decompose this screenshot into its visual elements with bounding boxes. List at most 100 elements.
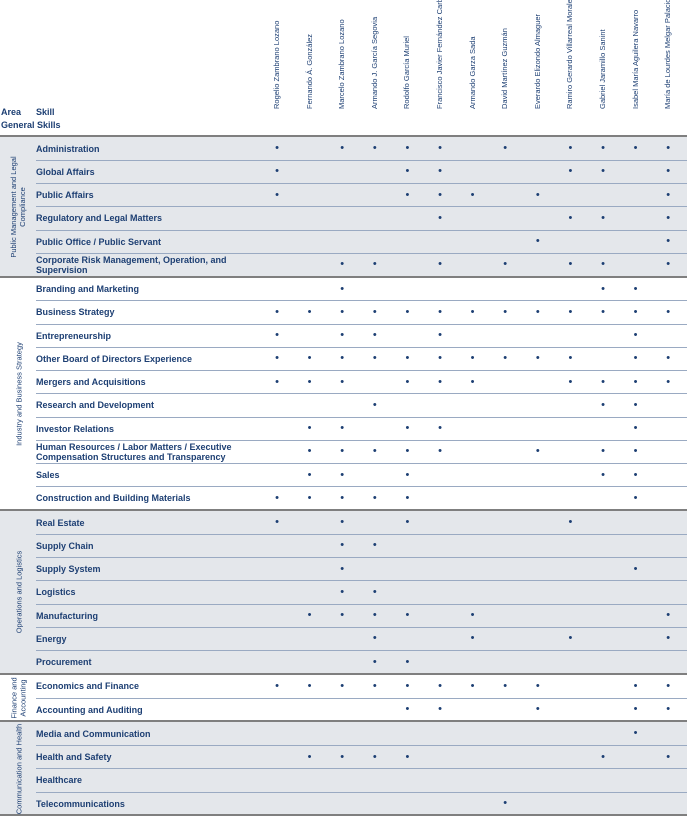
skill-mark: • bbox=[568, 305, 573, 318]
person-name: Armando Garza Sada bbox=[467, 36, 477, 109]
skill-mark: • bbox=[307, 491, 312, 504]
skill-mark: • bbox=[372, 491, 377, 504]
skill-label: Other Board of Directors Experience bbox=[36, 353, 193, 364]
skill-mark: • bbox=[372, 329, 377, 341]
row-rule bbox=[36, 650, 687, 651]
skill-mark: • bbox=[438, 329, 442, 341]
skill-mark: • bbox=[568, 165, 573, 178]
skill-mark: • bbox=[535, 305, 540, 318]
skill-mark: • bbox=[372, 398, 377, 411]
skill-mark: • bbox=[438, 445, 442, 458]
skill-mark: • bbox=[340, 352, 345, 365]
skill-label: Healthcare bbox=[36, 775, 83, 786]
skill-mark: • bbox=[372, 609, 377, 621]
skill-mark: • bbox=[275, 491, 279, 504]
skill-mark: • bbox=[340, 750, 345, 763]
skill-mark: • bbox=[601, 142, 605, 154]
skill-mark: • bbox=[470, 609, 475, 621]
skill-mark: • bbox=[568, 258, 573, 271]
row-rule bbox=[36, 346, 687, 348]
area-header: Area bbox=[1, 107, 22, 117]
skill-mark: • bbox=[601, 375, 605, 388]
skill-mark: • bbox=[438, 305, 442, 318]
skill-mark: • bbox=[535, 188, 540, 201]
skill-mark: • bbox=[438, 422, 442, 434]
skill-mark: • bbox=[666, 352, 671, 365]
skill-mark: • bbox=[405, 679, 410, 692]
skill-mark: • bbox=[666, 375, 671, 388]
skill-mark: • bbox=[633, 329, 638, 341]
skill-mark: • bbox=[340, 375, 345, 388]
skill-mark: • bbox=[372, 655, 377, 668]
skill-mark: • bbox=[372, 258, 377, 271]
skill-mark: • bbox=[307, 445, 312, 458]
skill-mark: • bbox=[307, 750, 312, 763]
skill-mark: • bbox=[275, 679, 279, 692]
skill-mark: • bbox=[535, 445, 540, 458]
group-rule bbox=[0, 275, 687, 278]
skill-mark: • bbox=[340, 468, 345, 481]
skill-mark: • bbox=[666, 632, 671, 645]
person-name: Gabriel Jaramillo Sanint bbox=[598, 29, 607, 109]
skill-label: Health and Safety bbox=[36, 752, 112, 763]
person-name: Francisco Javier Fernández Carbajal bbox=[435, 0, 444, 109]
skill-label: Telecommunications bbox=[36, 798, 125, 809]
skill-mark: • bbox=[601, 445, 605, 458]
skill-mark: • bbox=[340, 609, 345, 621]
skill-mark: • bbox=[405, 142, 410, 154]
skill-label: Accounting and Auditing bbox=[36, 704, 143, 715]
skill-mark: • bbox=[503, 679, 508, 692]
skill-mark: • bbox=[666, 679, 671, 692]
skill-mark: • bbox=[535, 352, 540, 365]
skill-mark: • bbox=[438, 142, 442, 154]
row-rule bbox=[36, 416, 687, 418]
skill-mark: • bbox=[601, 750, 605, 763]
skill-label: Real Estate bbox=[36, 517, 85, 528]
skill-mark: • bbox=[372, 352, 377, 365]
area-label: Industry and Business Strategy bbox=[13, 341, 23, 446]
row-rule bbox=[36, 697, 687, 699]
skill-mark: • bbox=[438, 211, 442, 224]
skill-mark: • bbox=[568, 516, 573, 528]
skill-mark: • bbox=[633, 142, 638, 154]
skill-mark: • bbox=[666, 750, 671, 763]
skill-label: Public Office / Public Servant bbox=[36, 236, 162, 247]
area-label: Communication and Health bbox=[13, 723, 23, 814]
skill-label: Supply Chain bbox=[36, 540, 94, 551]
row-rule bbox=[36, 393, 687, 395]
skill-mark: • bbox=[633, 352, 638, 365]
row-rule bbox=[36, 745, 687, 746]
skill-mark: • bbox=[470, 632, 475, 645]
skill-mark: • bbox=[601, 468, 605, 481]
person-name: Rogelio Zambrano Lozano bbox=[272, 20, 281, 109]
header-rule bbox=[0, 135, 687, 137]
skill-mark: • bbox=[405, 516, 410, 528]
person-name: Marcelo Zambrano Lozano bbox=[337, 19, 347, 109]
skill-label: Investor Relations bbox=[36, 423, 115, 434]
skill-mark: • bbox=[666, 188, 671, 201]
person-name: María de Lourdes Melgar Palacios bbox=[663, 0, 673, 109]
skill-mark: • bbox=[470, 188, 475, 201]
skill-mark: • bbox=[666, 609, 671, 621]
group-bg bbox=[0, 511, 687, 674]
skill-mark: • bbox=[275, 188, 279, 201]
skill-mark: • bbox=[470, 679, 475, 692]
skill-mark: • bbox=[438, 165, 442, 178]
skill-mark: • bbox=[503, 142, 508, 154]
row-rule bbox=[36, 791, 687, 793]
skill-mark: • bbox=[340, 422, 345, 434]
skill-mark: • bbox=[307, 679, 312, 692]
skill-mark: • bbox=[470, 352, 475, 365]
skill-mark: • bbox=[633, 679, 638, 692]
skill-mark: • bbox=[470, 375, 475, 388]
row-rule bbox=[36, 603, 687, 605]
skill-mark: • bbox=[372, 142, 377, 154]
group-rule bbox=[0, 509, 687, 511]
skill-mark: • bbox=[666, 258, 671, 271]
person-name: David Martínez Guzmán bbox=[500, 28, 510, 109]
row-rule bbox=[36, 557, 687, 558]
skill-mark: • bbox=[601, 282, 605, 295]
row-rule bbox=[36, 252, 687, 254]
skill-mark: • bbox=[438, 703, 442, 715]
person-name: Armando J. García Segovia bbox=[369, 16, 379, 109]
